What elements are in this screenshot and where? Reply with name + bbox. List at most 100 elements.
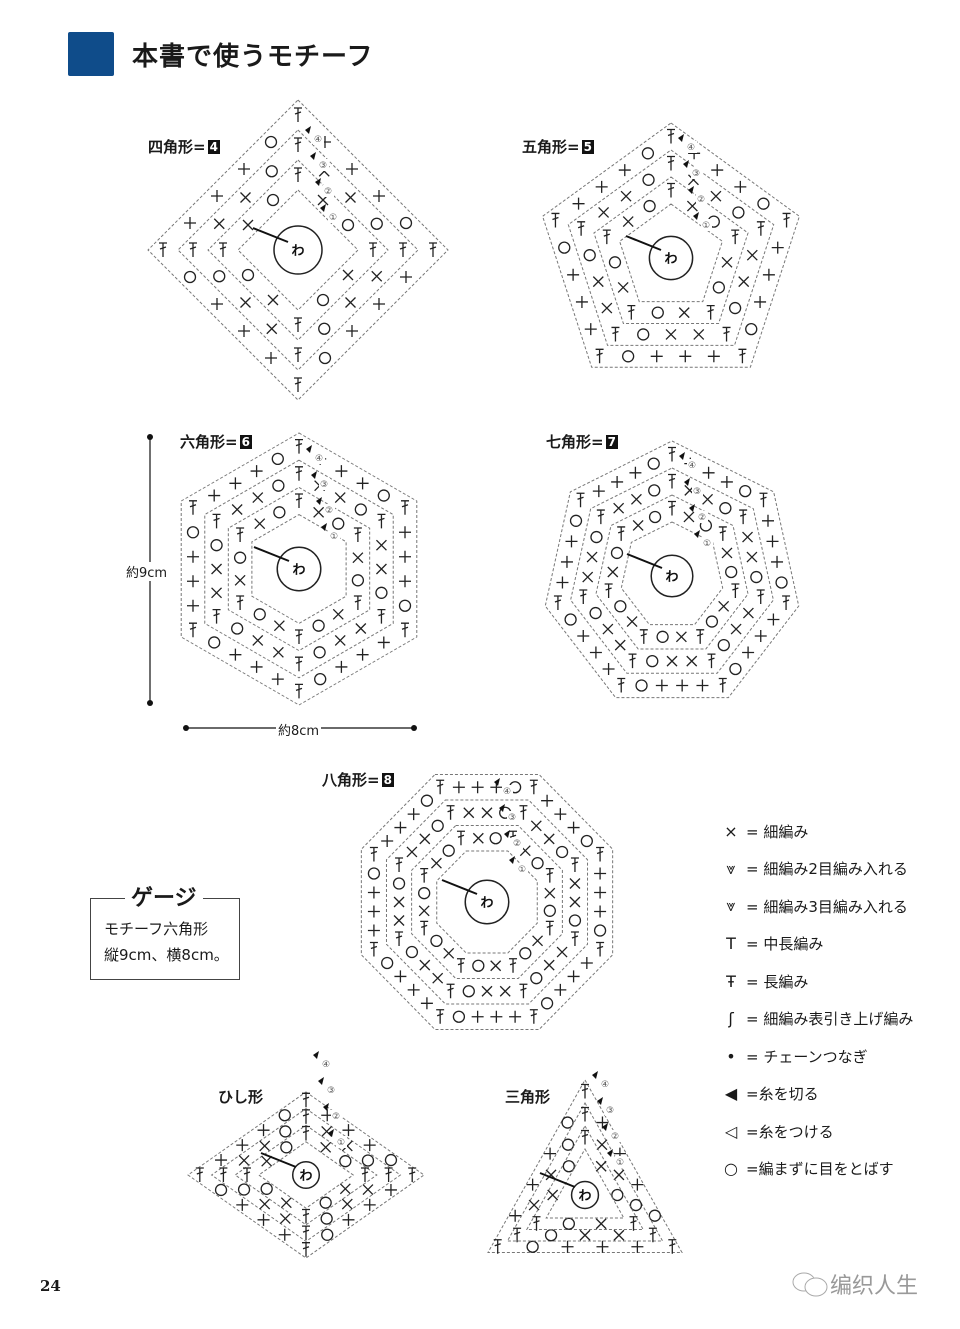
- round-number: ②: [332, 1112, 340, 1122]
- round-number-backdrop: [323, 185, 334, 197]
- single-crochet-mark: [471, 781, 484, 794]
- rhombus-round-outline: [257, 1141, 355, 1209]
- skip-stitch-circle-mark: [318, 322, 331, 335]
- skip-stitch-circle-mark: [233, 551, 247, 564]
- single-crochet-mark: [407, 808, 420, 821]
- single-crochet-mark: [373, 298, 385, 310]
- skip-stitch-circle-mark: [183, 270, 197, 284]
- label-octagon: 八角形= 8: [322, 771, 394, 789]
- double-crochet-mark: [529, 779, 538, 795]
- skip-stitch-circle-mark: [610, 546, 624, 560]
- single-crochet-mark: [472, 832, 484, 844]
- double-crochet-mark: [361, 1167, 369, 1182]
- round-number-backdrop: [321, 1058, 332, 1070]
- double-crochet-mark: [617, 526, 626, 541]
- skip-stitch-circle-mark: [452, 1010, 466, 1023]
- triangle-round-outline: [506, 1101, 664, 1242]
- single-crochet-mark: [584, 323, 597, 336]
- single-crochet-mark: [236, 1198, 249, 1211]
- skip-stitch-circle-mark: [540, 997, 554, 1010]
- double-crochet-mark: [718, 677, 727, 693]
- cut-yarn-mark: [310, 152, 316, 160]
- legend-text: = 細編み表引き上げ編み: [746, 1010, 914, 1028]
- skip-stitch-circle-mark: [729, 662, 742, 676]
- cut-yarn-mark: [306, 445, 312, 453]
- single-crochet-mark: [567, 268, 580, 281]
- double-crochet-mark: [295, 466, 303, 481]
- single-crochet-mark: [211, 587, 223, 599]
- cut-yarn-mark: [499, 804, 505, 812]
- double-crochet-mark: [353, 527, 362, 542]
- skip-stitch-circle-mark: [320, 1212, 333, 1225]
- single-crochet-mark: [594, 886, 607, 899]
- round-number: ①: [616, 1158, 624, 1168]
- round-number-backdrop: [696, 193, 707, 205]
- skip-stitch-circle-mark: [614, 600, 627, 613]
- skip-stitch-circle-mark: [398, 599, 412, 612]
- double-crochet-mark: [611, 326, 620, 342]
- skip-stitch-circle-mark: [750, 570, 763, 584]
- single-crochet-mark: [595, 1218, 607, 1230]
- skip-stitch-circle-mark: [580, 834, 593, 848]
- skip-stitch-circle-mark: [568, 914, 582, 927]
- round-number-backdrop: [697, 511, 708, 523]
- double-crochet-mark: [295, 683, 303, 699]
- legend-text: = 細編み: [746, 822, 809, 841]
- double-crochet-mark: [295, 656, 303, 672]
- skip-stitch-circle-mark: [561, 1116, 574, 1129]
- single-crochet-mark: [666, 655, 678, 667]
- round-number-backdrop: [610, 1130, 621, 1142]
- round-number: ③: [693, 487, 701, 497]
- single-crochet-mark: [229, 648, 242, 661]
- double-crochet-mark: [302, 1208, 310, 1224]
- legend-item: • = チェーンつなぎ: [716, 1045, 867, 1067]
- round-number: ②: [325, 506, 333, 516]
- single-crochet-mark: [742, 607, 754, 619]
- round-number-backdrop: [687, 459, 698, 471]
- skip-stitch-circle-mark: [472, 959, 485, 972]
- skip-stitch-circle-mark: [210, 539, 223, 552]
- single-crochet-mark: [432, 972, 444, 984]
- round-number-backdrop: [313, 133, 324, 145]
- heptagon-round-outline: [570, 467, 774, 674]
- single-crochet-mark: [607, 566, 619, 578]
- double-crochet-mark: [570, 857, 579, 873]
- single-crochet-mark: [544, 887, 556, 899]
- single-crochet-mark: [419, 959, 431, 971]
- legend-item: Ŧ = 長編み: [716, 970, 808, 992]
- single-crochet-mark: [367, 924, 380, 937]
- single-crochet-mark: [259, 1140, 271, 1152]
- single-crochet-mark: [544, 1147, 557, 1160]
- single-crochet-mark: [356, 648, 369, 661]
- heptagon-round-outline: [620, 521, 724, 626]
- double-crochet-mark: [628, 653, 637, 669]
- double-crochet-mark: [581, 1083, 589, 1099]
- single-crochet-mark: [762, 268, 775, 281]
- skip-stitch-circle-mark: [264, 135, 278, 149]
- single-crochet-mark: [655, 679, 668, 692]
- magic-ring-label: わ: [480, 896, 493, 911]
- magic-ring-label: わ: [665, 570, 678, 585]
- single-crochet-mark: [771, 241, 784, 254]
- skip-stitch-circle-mark: [732, 206, 745, 219]
- single-crochet-mark: [554, 983, 567, 996]
- single-crochet-mark: [577, 630, 590, 643]
- skip-stitch-circle-mark: [341, 218, 355, 232]
- single-crochet-mark: [596, 1240, 609, 1253]
- double-crochet-mark: [456, 958, 465, 973]
- single-crochet-mark: [611, 475, 624, 488]
- single-crochet-mark: [257, 1213, 270, 1226]
- cut-yarn-mark: [688, 186, 694, 194]
- cut-yarn-mark: [607, 1149, 613, 1157]
- single-crochet-mark: [355, 623, 367, 634]
- single-crochet-icon: ×: [724, 821, 738, 841]
- double-crochet-mark: [243, 1167, 251, 1182]
- skip-stitch-circle-mark: [745, 322, 758, 336]
- single-crochet-mark: [543, 833, 555, 845]
- skip-stitch-circle-mark: [775, 576, 788, 589]
- skip-stitch-circle-mark: [430, 934, 443, 948]
- round-number-backdrop: [331, 1110, 342, 1122]
- double-crochet-mark: [236, 527, 245, 542]
- single-crochet-mark: [211, 190, 223, 202]
- double-crochet-mark: [602, 229, 611, 245]
